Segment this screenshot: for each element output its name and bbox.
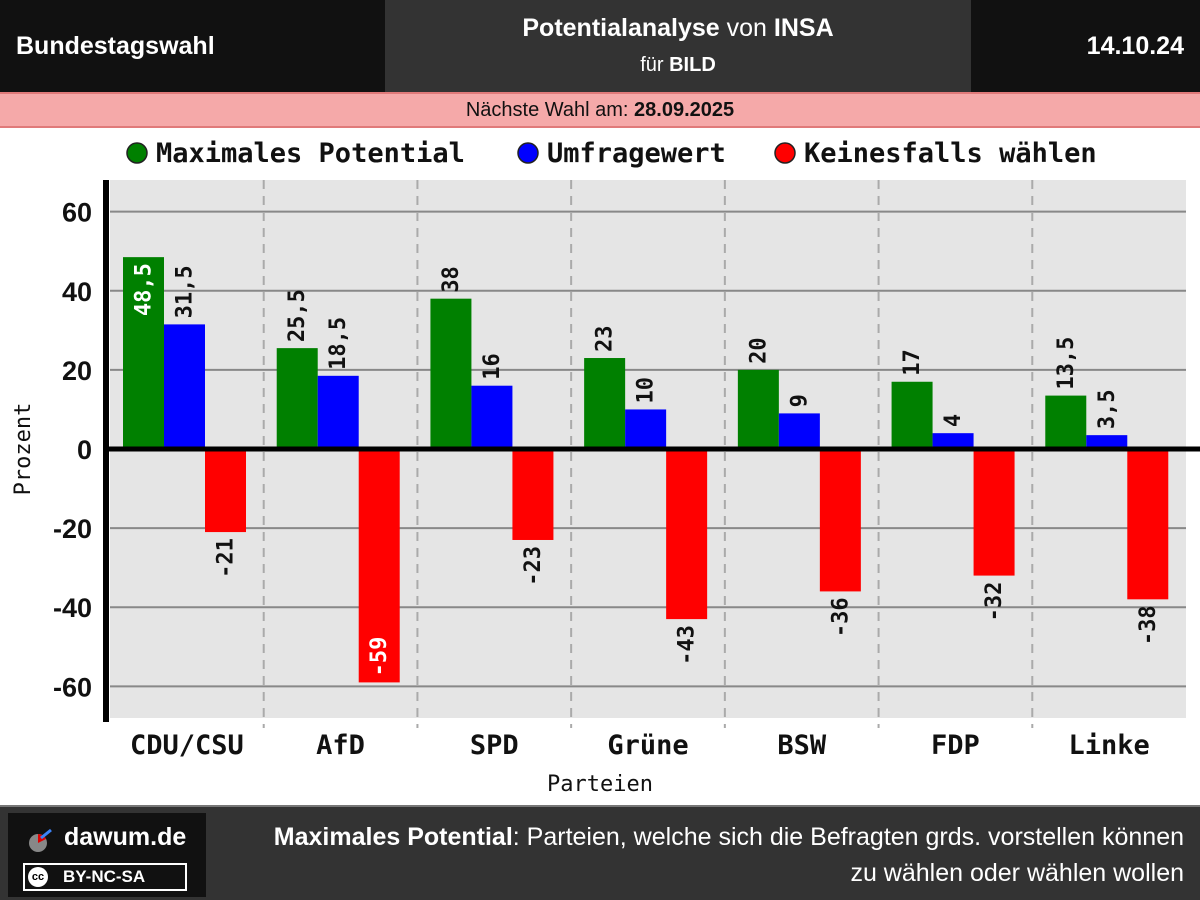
header-title-block: Potentialanalyse von INSA für BILD bbox=[385, 0, 971, 92]
x-tick-label: FDP bbox=[931, 730, 980, 761]
bar-keinesfalls-w-hlen-spd bbox=[512, 449, 554, 540]
legend-marker bbox=[774, 142, 796, 164]
next-election-prefix: Nächste Wahl am: bbox=[465, 99, 635, 121]
footer-note-bold: Maximales Potential bbox=[273, 823, 513, 851]
x-tick-label: Grüne bbox=[607, 730, 688, 761]
data-label: 13,5 bbox=[1054, 337, 1079, 390]
data-label: -59 bbox=[367, 637, 392, 677]
chart-title: Potentialanalyse von INSA bbox=[385, 14, 971, 43]
bar-umfragewert-afd bbox=[317, 375, 359, 449]
data-label: 3,5 bbox=[1095, 389, 1120, 429]
data-label: 23 bbox=[593, 326, 618, 353]
y-tick-label: -40 bbox=[53, 593, 92, 623]
bar-umfragewert-bsw bbox=[778, 413, 820, 449]
footer-logo-block: dawum.de cc BY-NC-SA bbox=[8, 813, 206, 897]
bar-keinesfalls-w-hlen-afd bbox=[358, 449, 400, 683]
data-label: -38 bbox=[1136, 605, 1161, 645]
data-label: -43 bbox=[675, 625, 700, 665]
x-axis-title: Parteien bbox=[547, 772, 653, 797]
data-label: 16 bbox=[480, 353, 505, 380]
data-label: -36 bbox=[828, 597, 853, 637]
data-label: -32 bbox=[982, 582, 1007, 622]
title-mid: von bbox=[719, 14, 774, 42]
bar-maximales-potential-bsw bbox=[737, 369, 779, 449]
y-tick-label: 0 bbox=[77, 435, 92, 465]
data-label: 17 bbox=[900, 349, 925, 376]
poll-date: 14.10.24 bbox=[971, 0, 1200, 92]
y-tick-label: 40 bbox=[62, 277, 92, 307]
x-tick-label: Linke bbox=[1069, 730, 1150, 761]
data-label: 10 bbox=[634, 377, 659, 404]
data-label: 38 bbox=[439, 266, 464, 293]
y-tick-label: 60 bbox=[62, 198, 92, 228]
client-name: BILD bbox=[669, 54, 716, 76]
cc-icon: cc bbox=[28, 867, 48, 887]
bar-umfragewert-spd bbox=[471, 385, 513, 449]
legend-label: Keinesfalls wählen bbox=[804, 138, 1097, 169]
data-label: 25,5 bbox=[285, 289, 310, 342]
bar-maximales-potential-grne bbox=[584, 358, 626, 449]
bar-keinesfalls-w-hlen-linke bbox=[1127, 449, 1169, 600]
footer: dawum.de cc BY-NC-SA Maximales Potential… bbox=[0, 805, 1200, 900]
y-tick-label: -60 bbox=[53, 672, 92, 702]
legend-label: Maximales Potential bbox=[156, 138, 465, 169]
next-election-date: 28.09.2025 bbox=[634, 99, 735, 121]
data-label: 31,5 bbox=[173, 265, 198, 318]
bar-maximales-potential-afd bbox=[276, 348, 318, 449]
y-tick-label: 20 bbox=[62, 356, 92, 386]
y-tick-label: -20 bbox=[53, 514, 92, 544]
next-election-banner: Nächste Wahl am: 28.09.2025 bbox=[0, 92, 1200, 128]
bar-keinesfalls-w-hlen-bsw bbox=[819, 449, 861, 592]
x-tick-label: AfD bbox=[316, 730, 365, 761]
chart-subtitle: für BILD bbox=[385, 54, 971, 77]
data-label: 18,5 bbox=[326, 317, 351, 370]
bar-umfragewert-grne bbox=[625, 409, 667, 449]
license-badge[interactable]: cc BY-NC-SA bbox=[23, 863, 187, 891]
x-tick-label: SPD bbox=[470, 730, 519, 761]
data-label: -21 bbox=[214, 538, 239, 578]
bar-keinesfalls-w-hlen-grne bbox=[666, 449, 708, 620]
legend-marker bbox=[517, 142, 539, 164]
data-label: -23 bbox=[521, 546, 546, 586]
bar-maximales-potential-cducsu bbox=[123, 257, 164, 449]
footer-note: Maximales Potential: Parteien, welche si… bbox=[244, 819, 1184, 891]
bar-chart: 48,5 25,5 38 23 20 17 13,5 31,5 18,5 16 10 9 4 3,5 -21… bbox=[11, 138, 1200, 797]
dawum-logo-icon bbox=[29, 828, 52, 852]
bar-umfragewert-cducsu bbox=[164, 324, 205, 449]
institute-name: INSA bbox=[773, 14, 834, 42]
legend-label: Umfragewert bbox=[547, 138, 726, 169]
x-tick-label: BSW bbox=[777, 730, 827, 761]
title-bold: Potentialanalyse bbox=[522, 14, 720, 42]
license-text: BY-NC-SA bbox=[63, 867, 146, 886]
site-name[interactable]: dawum.de bbox=[64, 823, 187, 851]
data-label: 48,5 bbox=[132, 263, 157, 316]
data-label: 4 bbox=[941, 414, 966, 427]
subtitle-prefix: für bbox=[640, 54, 670, 76]
bar-maximales-potential-linke bbox=[1045, 395, 1087, 449]
bar-umfragewert-fdp bbox=[932, 433, 974, 449]
header: Bundestagswahl Potentialanalyse von INSA… bbox=[0, 0, 1200, 92]
legend-marker bbox=[126, 142, 148, 164]
bar-keinesfalls-w-hlen-cducsu bbox=[205, 449, 246, 533]
bar-umfragewert-linke bbox=[1086, 435, 1128, 449]
bar-keinesfalls-w-hlen-fdp bbox=[973, 449, 1015, 576]
data-label: 9 bbox=[787, 394, 812, 407]
x-tick-label: CDU/CSU bbox=[130, 730, 244, 761]
election-type-label: Bundestagswahl bbox=[0, 0, 385, 92]
bar-maximales-potential-fdp bbox=[891, 381, 933, 449]
footer-note-rest: : Parteien, welche sich die Befragten gr… bbox=[512, 823, 1184, 887]
y-axis-title: Prozent bbox=[11, 403, 36, 496]
data-label: 20 bbox=[746, 337, 771, 364]
bar-maximales-potential-spd bbox=[430, 298, 472, 449]
